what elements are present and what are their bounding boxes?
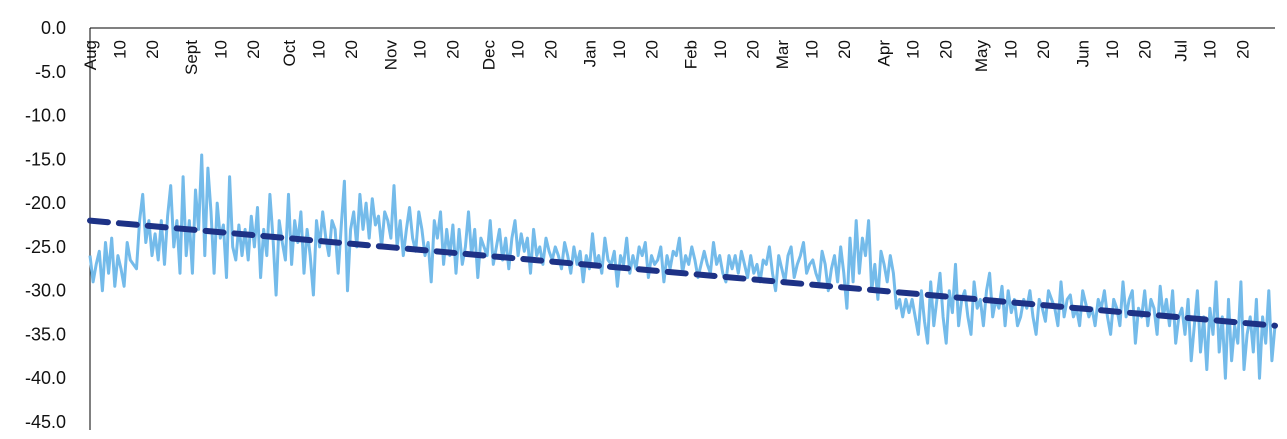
- x-tick-label: 20: [1233, 40, 1252, 59]
- x-tick-label: 20: [744, 40, 763, 59]
- x-tick-label: 10: [1103, 40, 1122, 59]
- y-tick-label: -10.0: [25, 106, 66, 126]
- x-tick-label: Nov: [381, 40, 400, 71]
- x-tick-label: 20: [642, 40, 661, 59]
- series-line: [88, 153, 1277, 380]
- x-tick-label: 10: [711, 40, 730, 59]
- x-axis-ticks: Aug 10 20 Sept 10 20 Oct 10 20 Nov 10 20 Dec 10 20 Jan 1…: [81, 40, 1252, 75]
- x-tick-label: 20: [143, 40, 162, 59]
- x-tick-label: 20: [342, 40, 361, 59]
- x-tick-label: Mar: [773, 40, 792, 70]
- x-tick-label: 10: [610, 40, 629, 59]
- x-tick-label: 10: [1201, 40, 1220, 59]
- x-tick-label: 20: [1034, 40, 1053, 59]
- x-tick-label: 10: [904, 40, 923, 59]
- x-tick-label: 10: [802, 40, 821, 59]
- y-tick-label: -35.0: [25, 324, 66, 344]
- x-tick-label: May: [972, 40, 991, 73]
- x-tick-label: 20: [443, 40, 462, 59]
- x-tick-label: 10: [212, 40, 231, 59]
- x-tick-label: 20: [244, 40, 263, 59]
- x-tick-label: Jun: [1073, 40, 1092, 67]
- y-tick-label: 0.0: [41, 18, 66, 38]
- x-tick-label: 10: [509, 40, 528, 59]
- trend-line: [87, 217, 1278, 329]
- y-tick-label: -45.0: [25, 412, 66, 432]
- x-tick-label: 10: [411, 40, 430, 59]
- x-tick-label: 20: [835, 40, 854, 59]
- x-tick-label: Dec: [479, 40, 498, 71]
- y-axis-ticks: 0.0 -5.0 -10.0 -15.0 -20.0 -25.0 -30.0 -35.0 -40…: [25, 18, 66, 432]
- y-tick-label: -5.0: [35, 62, 66, 82]
- x-tick-label: Jan: [580, 40, 599, 67]
- x-tick-label: 20: [541, 40, 560, 59]
- x-tick-label: 10: [310, 40, 329, 59]
- x-tick-label: Jul: [1171, 40, 1190, 62]
- y-tick-label: -40.0: [25, 368, 66, 388]
- x-tick-label: 10: [1002, 40, 1021, 59]
- x-tick-label: 20: [936, 40, 955, 59]
- x-tick-label: 10: [110, 40, 129, 59]
- y-tick-label: -25.0: [25, 237, 66, 257]
- y-tick-label: -30.0: [25, 281, 66, 301]
- x-tick-label: 20: [1135, 40, 1154, 59]
- x-tick-label: Feb: [682, 40, 701, 69]
- x-tick-label: Apr: [874, 40, 893, 67]
- x-tick-label: Oct: [280, 40, 299, 67]
- y-tick-label: -15.0: [25, 149, 66, 169]
- x-tick-label: Sept: [182, 40, 201, 75]
- y-tick-label: -20.0: [25, 193, 66, 213]
